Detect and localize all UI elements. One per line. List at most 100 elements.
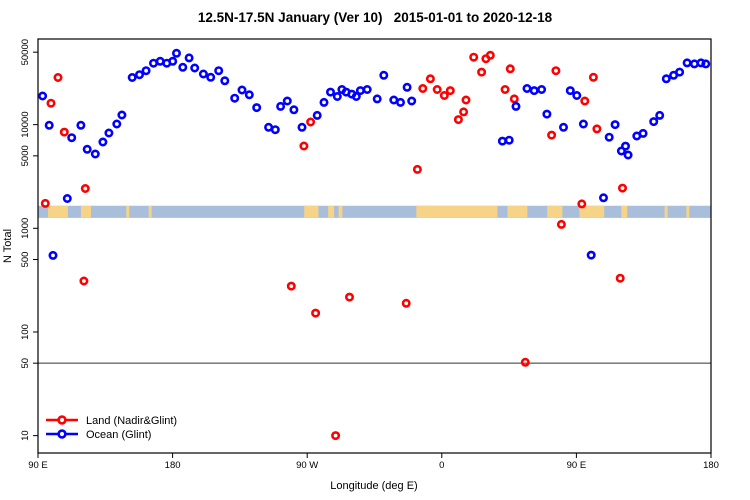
data-point-ocean: [252, 103, 262, 113]
legend-ocean-label: Ocean (Glint): [86, 429, 151, 441]
data-point-ocean: [511, 101, 521, 111]
legend: Land (Nadir&Glint) Ocean (Glint): [46, 415, 177, 441]
data-point-ocean: [332, 92, 342, 102]
data-point-ocean: [649, 117, 659, 127]
x-tick-label: 90 E: [28, 460, 48, 471]
data-point-ocean: [638, 128, 648, 138]
data-point-land: [520, 357, 530, 367]
x-tick-label: 90 E: [567, 460, 587, 471]
data-point-land: [53, 73, 63, 83]
data-point-ocean: [362, 85, 372, 95]
data-point-ocean: [542, 109, 552, 119]
data-point-land: [469, 52, 479, 62]
data-point-land: [432, 85, 442, 95]
y-tick-label: 1000: [20, 218, 31, 239]
data-point-land: [306, 117, 316, 127]
data-point-land: [461, 95, 471, 105]
data-point-ocean: [289, 105, 299, 115]
x-axis-title: Longitude (deg E): [330, 480, 417, 492]
map-strip-land: [80, 205, 91, 218]
data-point-ocean: [62, 194, 72, 204]
data-point-land: [445, 86, 455, 96]
data-point-land: [79, 276, 89, 286]
data-point-ocean: [325, 87, 335, 97]
data-point-ocean: [661, 74, 671, 84]
data-point-land: [588, 72, 598, 82]
data-point-ocean: [198, 69, 208, 79]
y-tick-label: 100: [20, 324, 31, 340]
data-point-ocean: [655, 110, 665, 120]
data-point-ocean: [586, 250, 596, 260]
map-strip-land: [416, 205, 498, 218]
map-strip-land: [686, 205, 690, 218]
map-strip-land: [664, 205, 668, 218]
data-point-land: [401, 298, 411, 308]
data-point-land: [425, 74, 435, 84]
data-point-land: [412, 164, 422, 174]
data-point-ocean: [355, 86, 365, 96]
data-point-ocean: [76, 120, 86, 130]
data-point-land: [477, 67, 487, 77]
data-point-ocean: [529, 86, 539, 96]
map-strip-land: [148, 205, 152, 218]
data-point-ocean: [127, 73, 137, 83]
data-point-ocean: [578, 119, 588, 129]
plot-border: [37, 38, 712, 454]
map-strip-land: [547, 205, 563, 218]
series-ocean-points: [38, 48, 711, 260]
data-point-land: [286, 281, 296, 291]
data-point-ocean: [351, 92, 361, 102]
data-point-land: [547, 130, 557, 140]
data-point-ocean: [537, 85, 547, 95]
y-tick-label: 10000: [20, 111, 31, 137]
data-point-ocean: [190, 63, 200, 73]
data-point-land: [615, 273, 625, 283]
data-point-ocean: [395, 97, 405, 107]
data-point-land: [556, 219, 566, 229]
data-point-ocean: [504, 135, 514, 145]
data-point-ocean: [701, 59, 711, 69]
data-point-land: [485, 50, 495, 60]
data-point-ocean: [168, 56, 178, 66]
legend-ocean-marker-icon: [57, 429, 67, 439]
data-point-ocean: [44, 120, 54, 130]
page-title: 12.5N-17.5N January (Ver 10) 2015-01-01 …: [198, 10, 553, 25]
data-point-ocean: [178, 62, 188, 72]
data-point-land: [505, 64, 515, 74]
world-map-strip: [38, 205, 711, 218]
data-point-land: [344, 292, 354, 302]
data-point-ocean: [98, 137, 108, 147]
data-point-ocean: [675, 67, 685, 77]
data-point-land: [580, 96, 590, 106]
data-point-ocean: [610, 120, 620, 130]
data-point-ocean: [104, 128, 114, 138]
data-point-ocean: [604, 132, 614, 142]
map-strip-land: [579, 205, 605, 218]
data-point-land: [500, 85, 510, 95]
data-point-ocean: [558, 122, 568, 132]
legend-item-ocean: Ocean (Glint): [46, 429, 151, 441]
map-strip-land: [507, 205, 528, 218]
data-point-ocean: [276, 101, 286, 111]
legend-land-label: Land (Nadir&Glint): [86, 415, 177, 427]
data-point-ocean: [237, 85, 247, 95]
data-point-ocean: [696, 58, 706, 68]
data-point-ocean: [270, 125, 280, 135]
data-point-ocean: [402, 82, 412, 92]
data-point-ocean: [244, 90, 254, 100]
data-point-ocean: [220, 76, 230, 86]
x-tick-label: 0: [439, 460, 444, 471]
data-point-land: [577, 199, 587, 209]
data-point-land: [617, 183, 627, 193]
data-point-ocean: [379, 70, 389, 80]
data-point-land: [311, 308, 321, 318]
y-axis: 10 50 100 500 1000 5000 10000 50000: [20, 39, 38, 441]
data-point-land: [59, 127, 69, 137]
data-point-ocean: [172, 48, 182, 58]
map-strip-land: [338, 205, 343, 218]
map-strip-land: [48, 205, 68, 218]
data-point-ocean: [598, 193, 608, 203]
data-point-ocean: [117, 110, 127, 120]
map-strip-land: [328, 205, 335, 218]
